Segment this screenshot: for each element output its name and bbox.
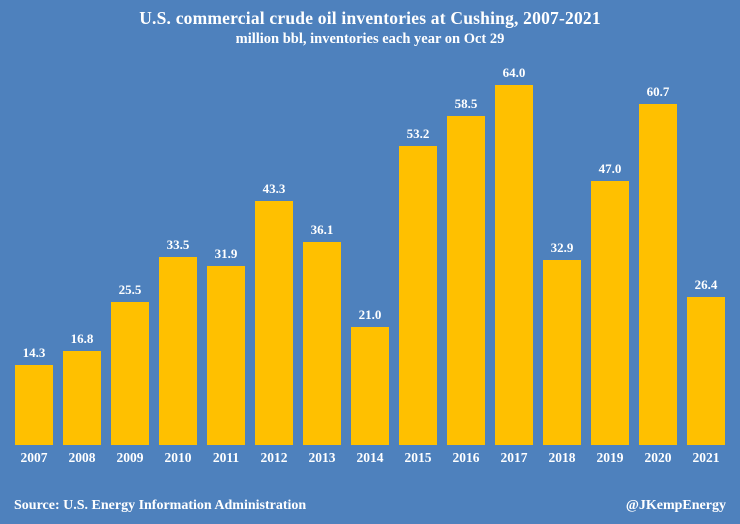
bar-value-label: 53.2 — [406, 125, 430, 141]
bar — [302, 241, 342, 445]
bar-column: 53.2 — [394, 49, 442, 445]
bar — [14, 364, 54, 445]
bar-column: 64.0 — [490, 49, 538, 445]
chart-subtitle: million bbl, inventories each year on Oc… — [235, 31, 505, 47]
bar-value-label: 47.0 — [598, 160, 622, 176]
bar-column: 26.4 — [682, 49, 730, 445]
year-label: 2017 — [500, 450, 528, 465]
x-axis-labels: 2007 2008 2009 2010 2011 2012 2013 2014 2015 2016… — [10, 445, 730, 471]
bar — [158, 256, 198, 445]
bar-column: 32.9 — [538, 49, 586, 445]
bar-column: 25.5 — [106, 49, 154, 445]
author-credit: @JKempEnergy — [625, 498, 726, 513]
bar — [350, 326, 390, 445]
bar-value-label: 14.3 — [22, 344, 46, 360]
bar — [638, 103, 678, 445]
plot-area: 14.3 16.8 25.5 33.5 31.9 43.3 36.1 21.0 53.2 58.5… — [10, 49, 730, 445]
bar-value-label: 16.8 — [70, 330, 94, 346]
bar-column: 60.7 — [634, 49, 682, 445]
chart-header: U.S. commercial crude oil inventories at… — [0, 0, 740, 49]
bar-column: 14.3 — [10, 49, 58, 445]
year-label: 2011 — [212, 450, 240, 465]
year-label: 2008 — [68, 450, 96, 465]
bar — [686, 296, 726, 445]
year-label: 2015 — [404, 450, 432, 465]
year-label: 2012 — [260, 450, 288, 465]
year-label: 2010 — [164, 450, 192, 465]
year-label: 2018 — [548, 450, 576, 465]
bar — [110, 301, 150, 445]
bar — [542, 259, 582, 445]
bar-column: 33.5 — [154, 49, 202, 445]
bar-value-label: 25.5 — [118, 281, 142, 297]
bar-value-label: 58.5 — [454, 95, 478, 111]
bar — [254, 201, 294, 445]
year-label: 2013 — [308, 450, 336, 465]
bar — [62, 350, 102, 445]
bar-value-label: 26.4 — [694, 276, 718, 292]
bar-column: 58.5 — [442, 49, 490, 445]
year-label: 2021 — [692, 450, 720, 465]
bar-column: 36.1 — [298, 49, 346, 445]
year-label: 2016 — [452, 450, 480, 465]
bar-value-label: 43.3 — [262, 181, 286, 197]
bar-column: 16.8 — [58, 49, 106, 445]
bar-value-label: 32.9 — [550, 239, 574, 255]
bar-column: 21.0 — [346, 49, 394, 445]
bar — [494, 85, 534, 445]
bar-value-label: 60.7 — [646, 83, 670, 99]
chart-title: U.S. commercial crude oil inventories at… — [139, 8, 601, 28]
year-label: 2020 — [644, 450, 672, 465]
bar-column: 43.3 — [250, 49, 298, 445]
bar-value-label: 36.1 — [310, 221, 334, 237]
chart-footer: Source: U.S. Energy Information Administ… — [14, 498, 726, 514]
bar — [206, 265, 246, 445]
bar-value-label: 31.9 — [214, 245, 238, 261]
bar — [398, 145, 438, 445]
bar — [590, 180, 630, 445]
bar-value-label: 64.0 — [502, 65, 526, 80]
source-note: Source: U.S. Energy Information Administ… — [14, 498, 307, 513]
year-label: 2009 — [116, 450, 144, 465]
bar-value-label: 21.0 — [358, 306, 382, 322]
bar-column: 47.0 — [586, 49, 634, 445]
bar-column: 31.9 — [202, 49, 250, 445]
year-label: 2019 — [596, 450, 624, 465]
year-label: 2014 — [356, 450, 384, 465]
year-label: 2007 — [20, 450, 48, 465]
bar-value-label: 33.5 — [166, 236, 190, 252]
bar — [446, 115, 486, 445]
